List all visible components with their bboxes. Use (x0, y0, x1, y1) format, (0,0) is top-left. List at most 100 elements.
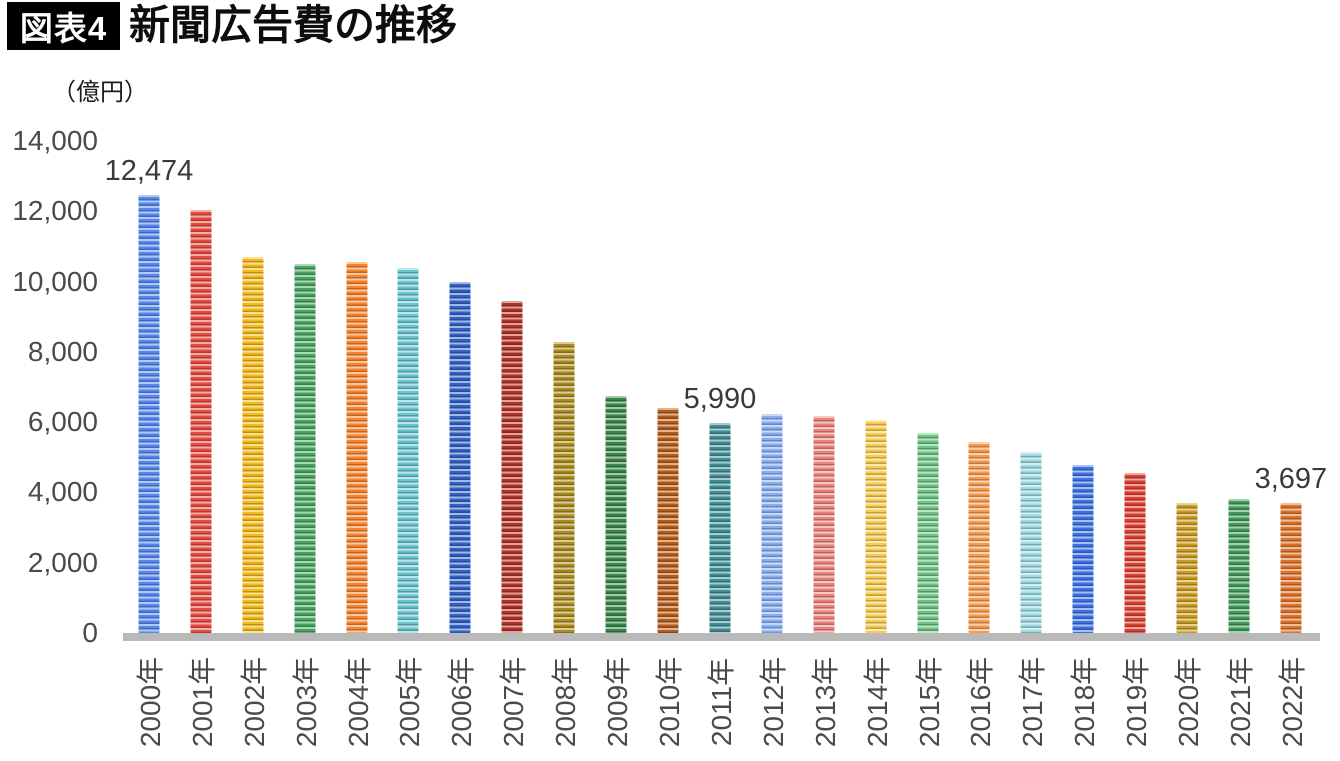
x-axis-label-cell: 2000年 (123, 646, 175, 758)
x-axis-label-cell: 2006年 (434, 646, 486, 758)
x-axis-line (123, 633, 1320, 641)
bar-2013 (813, 416, 835, 633)
bar-column (642, 141, 694, 633)
bar-column (279, 141, 331, 633)
x-axis-label-cell: 2008年 (538, 646, 590, 758)
x-axis-label: 2021年 (1224, 656, 1256, 748)
bar-column (486, 141, 538, 633)
bar-2003 (294, 264, 316, 633)
x-axis-label-cell: 2012年 (746, 646, 798, 758)
bar-2022 (1280, 503, 1302, 633)
y-axis-tick: 6,000 (27, 406, 98, 438)
bar-column: 12,474 (105, 141, 193, 633)
bar-2011 (709, 422, 731, 633)
x-axis-label-cell: 2003年 (279, 646, 331, 758)
bar-2012 (761, 413, 783, 633)
y-axis-tick: 14,000 (12, 125, 98, 156)
bar-2002 (242, 256, 264, 633)
x-axis-label-cell: 2022年 (1265, 646, 1317, 758)
bar-2001 (190, 210, 212, 633)
bar-2015 (917, 433, 939, 633)
x-axis-label: 2017年 (1017, 656, 1049, 748)
bar-2014 (865, 420, 887, 633)
y-axis-tick: 10,000 (12, 265, 98, 297)
bar-column: 5,990 (684, 141, 756, 633)
bar-2006 (449, 282, 471, 633)
bar-column (1109, 141, 1161, 633)
x-axis-label: 2000年 (134, 656, 166, 748)
bar-2016 (968, 442, 990, 633)
bar-2010 (657, 408, 679, 633)
bar-2005 (397, 268, 419, 633)
bar-column (383, 141, 435, 633)
figure-number-badge: 図表4 (7, 2, 120, 50)
x-axis-label: 2015年 (913, 656, 945, 748)
x-axis-label: 2006年 (446, 656, 478, 748)
data-label: 3,697 (1254, 463, 1328, 496)
x-axis-label: 2001年 (186, 656, 218, 748)
x-axis-label: 2005年 (394, 656, 426, 748)
bar-column (798, 141, 850, 633)
bar-2019 (1124, 473, 1146, 633)
bar-column (1161, 141, 1213, 633)
bar-2004 (346, 261, 368, 633)
x-axis-label: 2013年 (809, 656, 841, 748)
x-axis-label-cell: 2015年 (902, 646, 954, 758)
bar-2000 (138, 194, 160, 633)
bar-2020 (1176, 503, 1198, 633)
x-axis-label-cell: 2021年 (1213, 646, 1265, 758)
x-axis-label-cell: 2005年 (383, 646, 435, 758)
x-axis-label-cell: 2011年 (694, 646, 746, 758)
y-axis: 0 2,000 4,000 6,000 8,000 10,000 12,000 14,000 (0, 126, 98, 648)
data-label: 12,474 (104, 154, 194, 187)
bar-column (590, 141, 642, 633)
y-axis-tick: 12,000 (12, 195, 98, 227)
y-axis-unit-label: （億円） (52, 79, 148, 106)
bar-column (1005, 141, 1057, 633)
bar-column (1057, 141, 1109, 633)
x-axis-label-cell: 2004年 (331, 646, 383, 758)
bar-column (434, 141, 486, 633)
x-axis-label-cell: 2014年 (850, 646, 902, 758)
y-axis-tick: 8,000 (27, 335, 98, 367)
x-axis-label: 2002年 (238, 656, 270, 748)
bar-column (175, 141, 227, 633)
x-axis-label-cell: 2020年 (1161, 646, 1213, 758)
bar-column (954, 141, 1006, 633)
bar-column (538, 141, 590, 633)
x-axis-label: 2009年 (602, 656, 634, 748)
bar-column (331, 141, 383, 633)
bar-column (1213, 141, 1265, 633)
x-axis-label: 2010年 (654, 656, 686, 748)
x-axis-label-cell: 2009年 (590, 646, 642, 758)
x-axis-label: 2012年 (757, 656, 789, 748)
x-axis-label-cell: 2017年 (1005, 646, 1057, 758)
bar-2021 (1228, 498, 1250, 633)
x-axis-label: 2007年 (498, 656, 530, 748)
data-label: 5,990 (683, 382, 757, 415)
y-axis-tick: 2,000 (27, 546, 98, 578)
x-axis-label-cell: 2001年 (175, 646, 227, 758)
bar-column (746, 141, 798, 633)
y-axis-tick: 0 (82, 617, 98, 648)
x-axis-label-cell: 2016年 (954, 646, 1006, 758)
x-axis-label-cell: 2019年 (1109, 646, 1161, 758)
bar-2007 (501, 300, 523, 633)
x-axis-labels: 2000年 2001年 2002年 2003年 2004年 2005年 2006年 2007年… (123, 646, 1317, 758)
y-axis-tick: 4,000 (27, 476, 98, 508)
x-axis-label: 2022年 (1276, 656, 1308, 748)
x-axis-label: 2014年 (861, 656, 893, 748)
bar-2009 (605, 396, 627, 633)
x-axis-label: 2008年 (550, 656, 582, 748)
bar-2008 (553, 342, 575, 633)
x-axis-label-cell: 2010年 (642, 646, 694, 758)
bar-2017 (1020, 452, 1042, 633)
x-axis-label-cell: 2007年 (486, 646, 538, 758)
x-axis-label-cell: 2018年 (1057, 646, 1109, 758)
x-axis-label: 2019年 (1121, 656, 1153, 748)
bar-column (227, 141, 279, 633)
x-axis-label: 2020年 (1173, 656, 1205, 748)
x-axis-label: 2016年 (965, 656, 997, 748)
bar-column (902, 141, 954, 633)
